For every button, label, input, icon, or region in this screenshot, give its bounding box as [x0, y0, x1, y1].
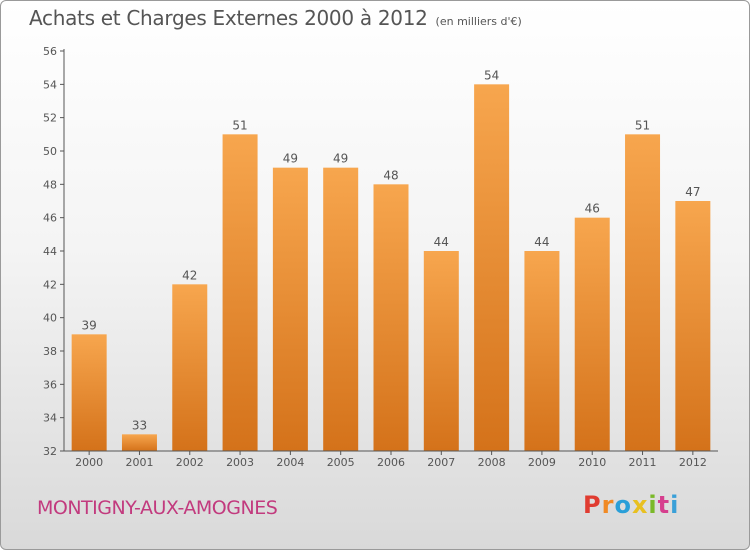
data-label-2002: 42 — [182, 268, 197, 282]
y-tick-label-48: 48 — [43, 178, 57, 191]
x-tick-label-2008: 2008 — [478, 456, 506, 469]
data-label-2005: 49 — [333, 152, 348, 166]
x-tick-label-2001: 2001 — [125, 456, 153, 469]
x-tick-label-2006: 2006 — [377, 456, 405, 469]
logo-letter: o — [614, 491, 632, 519]
y-tick-label-50: 50 — [43, 145, 57, 158]
bars-group: 39 33 42 51 49 49 48 44 54 44 46 51 47 — [71, 68, 711, 452]
x-tick-label-2002: 2002 — [176, 456, 204, 469]
data-label-2009: 44 — [534, 235, 549, 249]
x-tick-label-2004: 2004 — [276, 456, 304, 469]
x-tick-label-2003: 2003 — [226, 456, 254, 469]
x-tick-label-2011: 2011 — [629, 456, 657, 469]
bar-2011 — [625, 134, 661, 452]
data-label-2004: 49 — [283, 152, 298, 166]
data-label-2001: 33 — [132, 418, 147, 432]
logo-letter: x — [631, 491, 649, 519]
bar-2006 — [373, 184, 409, 452]
bar-2010 — [574, 217, 610, 451]
y-tick-label-38: 38 — [43, 345, 57, 358]
y-tick-label-52: 52 — [43, 112, 57, 125]
x-tick-label-2005: 2005 — [327, 456, 355, 469]
proxiti-logo[interactable]: Proxiti — [583, 491, 679, 519]
chart-title: Achats et Charges Externes 2000 à 2012 — [29, 6, 428, 30]
x-tick-label-2012: 2012 — [679, 456, 707, 469]
data-label-2010: 46 — [585, 202, 600, 216]
bar-2009 — [524, 251, 560, 451]
data-label-2011: 51 — [635, 118, 650, 132]
x-tick-label-2009: 2009 — [528, 456, 556, 469]
data-label-2000: 39 — [82, 318, 97, 332]
x-tick-label-2010: 2010 — [578, 456, 606, 469]
title-block: Achats et Charges Externes 2000 à 2012 (e… — [29, 6, 522, 30]
data-label-2003: 51 — [232, 118, 247, 132]
chart-subtitle: (en milliers d'€) — [435, 15, 522, 28]
bar-2000 — [71, 334, 107, 451]
data-label-2012: 47 — [685, 185, 700, 199]
bar-2008 — [474, 84, 510, 451]
y-tick-label-36: 36 — [43, 378, 57, 391]
bar-2007 — [423, 251, 459, 451]
bar-2001 — [121, 434, 157, 451]
place-name: MONTIGNY-AUX-AMOGNES — [37, 497, 278, 519]
y-tick-label-44: 44 — [43, 245, 57, 258]
y-tick-label-46: 46 — [43, 212, 57, 225]
x-tick-label-2000: 2000 — [75, 456, 103, 469]
bar-2012 — [675, 201, 711, 451]
data-label-2006: 48 — [383, 168, 398, 182]
logo-letter: P — [583, 491, 602, 519]
y-tick-label-34: 34 — [43, 412, 57, 425]
logo-letter: i — [670, 491, 680, 519]
bar-2002 — [172, 284, 208, 451]
y-tick-label-56: 56 — [43, 45, 57, 58]
y-tick-label-32: 32 — [43, 445, 57, 458]
bar-2003 — [222, 134, 258, 452]
y-tick-label-42: 42 — [43, 278, 57, 291]
bar-2005 — [323, 167, 359, 451]
bar-2004 — [272, 167, 308, 451]
data-label-2007: 44 — [434, 235, 449, 249]
y-tick-label-40: 40 — [43, 312, 57, 325]
logo-letter: r — [601, 491, 615, 519]
axes-group: 2000 2001 2002 2003 2004 2005 2006 2007 2008 2009… — [43, 45, 718, 469]
data-label-2008: 54 — [484, 68, 499, 82]
y-tick-label-54: 54 — [43, 78, 57, 91]
logo-letter: t — [657, 491, 671, 519]
x-tick-label-2007: 2007 — [427, 456, 455, 469]
logo-letter: i — [648, 491, 658, 519]
